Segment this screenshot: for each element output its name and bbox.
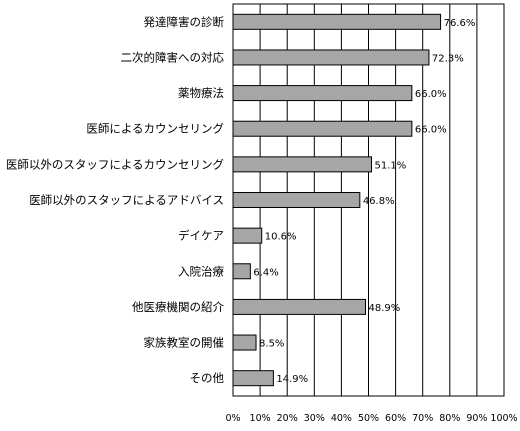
bar [232,13,442,30]
bar [232,192,361,208]
value-label: 66.0% [415,125,447,136]
value-label: 76.6% [444,18,476,29]
category-label: 発達障害の診断 [144,15,225,29]
bar [232,156,372,173]
x-tick-label: 60% [385,413,406,424]
bar [232,370,274,387]
category-label: 入院治療 [178,264,224,278]
category-label: 二次的障害への対応 [121,50,225,64]
bar [232,49,430,66]
bar [232,298,367,315]
value-label: 66.0% [415,89,447,100]
x-tick-label: 50% [358,413,379,424]
value-label: 14.9% [276,374,308,385]
x-tick-label: 10% [250,413,271,424]
value-label: 10.6% [265,232,297,243]
bar [232,227,263,244]
value-label: 48.9% [369,303,401,314]
x-tick-label: 90% [466,413,487,424]
value-label: 6.4% [253,267,278,278]
category-label: デイケア [178,229,224,243]
x-tick-label: 100% [490,413,517,424]
bar [232,334,257,351]
plot-area-border [232,3,505,397]
value-labels: 76.6% 72.3% 66.0% 66.0% 51.1% 46.8% 10.6% 6.4% 4… [253,18,475,385]
x-tick-label: 30% [304,413,325,424]
category-labels: 発達障害の診断二次的障害への対応薬物療法医師によるカウンセリング医師以外のスタッ… [6,15,225,385]
bar-group [232,13,442,387]
category-label: 他医療機関の紹介 [132,300,224,314]
category-label: 医師以外のスタッフによるカウンセリング [6,157,225,171]
category-label: その他 [190,371,225,385]
bar [232,85,413,102]
category-label: 薬物療法 [178,86,224,100]
x-tick-label: 80% [439,413,460,424]
plot-frame [232,3,505,397]
vertical-gridlines [259,4,478,396]
category-label: 医師以外のスタッフによるアドバイス [29,193,224,207]
value-label: 46.8% [363,196,395,207]
bar [232,263,251,280]
x-tick-label: 0% [225,413,240,424]
bar [232,120,413,137]
category-label: 医師によるカウンセリング [86,122,224,136]
value-label: 51.1% [374,160,406,171]
x-tick-label: 70% [412,413,433,424]
value-label: 72.3% [432,53,464,64]
x-tick-label: 20% [277,413,298,424]
x-tick-label: 40% [331,413,352,424]
x-axis-tick-labels: 0% 10% 20% 30% 40% 50% 60% 70% 80% 90% 100% [225,413,517,424]
value-label: 8.5% [259,339,284,350]
category-label: 家族教室の開催 [144,336,225,350]
